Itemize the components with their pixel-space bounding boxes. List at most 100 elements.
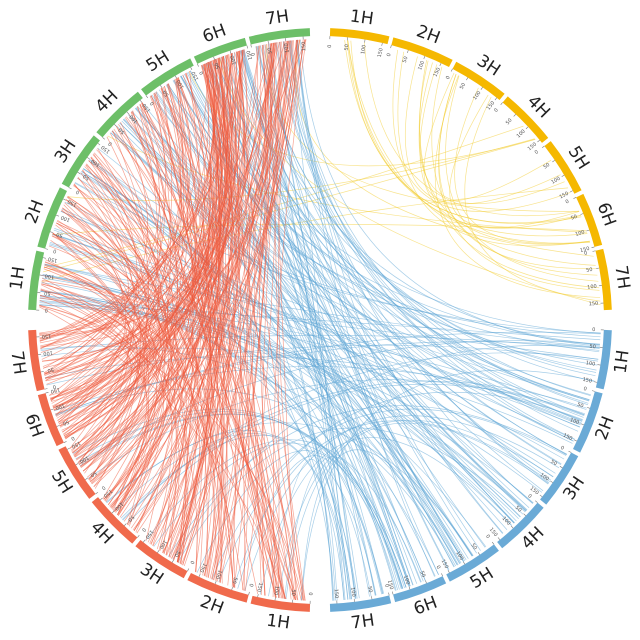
tick-label: 50 xyxy=(505,117,514,126)
link-ribbon xyxy=(256,46,595,382)
tick-label: 150 xyxy=(50,386,61,394)
link-ribbon xyxy=(42,51,241,362)
tick-mark xyxy=(174,75,177,79)
tick-label: 150 xyxy=(67,198,78,207)
tick-mark xyxy=(157,550,160,553)
tick-label: 0 xyxy=(445,75,452,81)
link-ribbon xyxy=(77,85,182,464)
tick-mark xyxy=(580,213,584,215)
tick-label: 50 xyxy=(366,586,373,593)
link-ribbon xyxy=(80,42,278,468)
tick-label: 50 xyxy=(62,418,70,426)
link-ribbon xyxy=(59,63,229,426)
link-ribbon xyxy=(435,75,601,298)
red-genome-label-2H: 2H xyxy=(197,592,226,619)
link-ribbon xyxy=(40,295,599,360)
blue-genome-label-7H: 7H xyxy=(350,610,376,633)
link-ribbon xyxy=(141,102,284,599)
tick-mark xyxy=(95,491,99,495)
link-ribbon xyxy=(49,244,372,597)
tick-label: 50 xyxy=(82,173,91,181)
yellow-genome-chr-6H xyxy=(576,193,603,247)
link-ribbon xyxy=(149,55,228,544)
tick-label: 0 xyxy=(559,445,565,452)
green-genome-label-2H: 2H xyxy=(21,197,48,226)
tick-label: 150 xyxy=(333,589,340,599)
link-ribbon xyxy=(97,147,426,581)
link-ribbons xyxy=(39,39,601,601)
red-genome-chr-5H xyxy=(58,446,96,499)
link-ribbon xyxy=(96,149,222,577)
tick-mark xyxy=(408,586,411,590)
link-ribbon xyxy=(135,107,534,504)
tick-mark xyxy=(480,87,483,90)
tick-mark xyxy=(68,187,72,190)
link-ribbon xyxy=(40,289,135,400)
tick-mark xyxy=(267,40,269,44)
tick-label: 50 xyxy=(230,576,238,584)
tick-mark xyxy=(525,126,529,130)
blue-genome-chr-3H xyxy=(540,452,579,505)
tick-mark xyxy=(198,574,201,578)
yellow-genome-chr-2H xyxy=(391,37,453,67)
tick-label: 100 xyxy=(60,214,71,223)
link-ribbon xyxy=(289,40,575,440)
tick-label: 150 xyxy=(527,141,538,152)
tick-label: 50 xyxy=(549,459,558,467)
tick-mark xyxy=(114,124,117,127)
link-ribbon xyxy=(79,173,473,557)
link-ribbon xyxy=(283,41,585,416)
tick-label: 0 xyxy=(592,327,595,333)
link-ribbon xyxy=(71,172,135,452)
tick-label: 0 xyxy=(534,149,540,156)
link-ribbon xyxy=(205,63,225,578)
tick-label: 0 xyxy=(107,140,113,147)
link-ribbon xyxy=(77,177,473,557)
link-ribbon xyxy=(41,40,294,362)
tick-label: 150 xyxy=(42,333,52,340)
tick-mark xyxy=(439,62,442,66)
tick-mark xyxy=(596,267,600,269)
link-ribbon xyxy=(43,220,160,369)
tick-mark xyxy=(423,55,426,59)
tick-label: 100 xyxy=(44,272,54,279)
link-ribbon xyxy=(42,275,487,547)
tick-label: 50 xyxy=(570,214,578,222)
link-ribbon xyxy=(44,264,200,561)
tick-mark xyxy=(552,160,555,163)
tick-mark xyxy=(425,580,427,584)
tick-mark xyxy=(550,480,553,483)
tick-label: 0 xyxy=(583,386,588,393)
tick-mark xyxy=(581,423,585,426)
tick-label: 150 xyxy=(100,144,111,155)
link-ribbon xyxy=(182,39,306,566)
link-ribbon xyxy=(110,39,298,509)
link-ribbon xyxy=(39,298,473,557)
link-ribbon xyxy=(74,55,234,458)
tick-label: 150 xyxy=(47,255,58,263)
link-ribbon xyxy=(261,40,288,596)
green-genome-chr-6H xyxy=(193,37,247,64)
link-ribbon xyxy=(289,40,349,600)
tick-mark xyxy=(494,97,498,101)
tick-mark xyxy=(591,246,595,248)
tick-label: 100 xyxy=(585,360,595,367)
link-ribbon xyxy=(85,164,299,601)
tick-mark xyxy=(561,174,565,177)
green-genome-chr-1H xyxy=(28,250,45,311)
tick-label: 150 xyxy=(433,67,442,78)
link-ribbon xyxy=(44,356,583,421)
tick-label: 100 xyxy=(349,587,356,597)
tick-mark xyxy=(137,535,140,538)
tick-mark xyxy=(497,537,501,540)
link-ribbon xyxy=(49,53,233,399)
link-ribbon xyxy=(52,232,277,598)
green-genome-chr-3H xyxy=(61,135,100,188)
tick-label: 100 xyxy=(569,417,580,426)
red-genome-chr-7H xyxy=(28,329,45,392)
tick-label: 150 xyxy=(198,562,207,573)
tick-mark xyxy=(463,561,466,565)
link-ribbon xyxy=(48,245,161,449)
tick-mark xyxy=(231,586,233,591)
tick-label: 0 xyxy=(199,70,206,75)
